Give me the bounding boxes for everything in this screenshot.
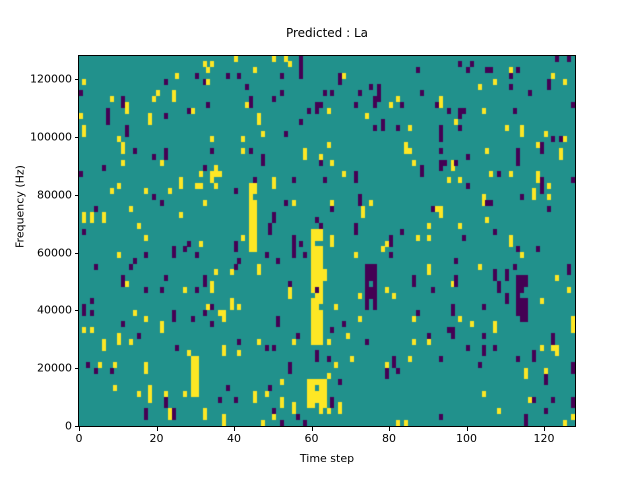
y-tick-label: 60000	[37, 246, 72, 260]
x-tick-label: 20	[149, 432, 164, 445]
y-tick-mark	[74, 136, 78, 138]
x-tick-mark	[466, 427, 468, 431]
x-tick-mark	[156, 427, 158, 431]
y-tick-mark	[74, 194, 78, 196]
y-tick-mark	[74, 426, 78, 427]
y-tick-label: 20000	[37, 361, 72, 375]
y-tick-label: 80000	[37, 188, 72, 202]
heatmap-image	[79, 56, 575, 426]
chart-title: Predicted : La	[285, 26, 369, 40]
y-tick-mark	[74, 368, 78, 370]
x-tick-mark	[389, 427, 390, 431]
x-tick-label: 40	[227, 432, 241, 445]
y-axis-label: Frequency (Hz)	[13, 165, 27, 248]
x-tick-mark	[311, 427, 313, 431]
y-tick-mark	[74, 79, 78, 81]
y-tick-label: 40000	[37, 303, 72, 317]
y-tick-mark	[74, 310, 78, 312]
x-tick-label: 100	[456, 432, 477, 445]
x-tick-label: 120	[533, 432, 555, 445]
y-tick-mark	[74, 252, 78, 254]
y-tick-label: 120000	[30, 72, 72, 86]
x-tick-mark	[79, 427, 80, 431]
y-tick-label: 0	[65, 419, 72, 433]
x-tick-mark	[544, 427, 545, 431]
x-tick-label: 0	[75, 432, 83, 445]
heatmap-axes	[78, 55, 576, 427]
y-tick-label: 100000	[30, 130, 72, 144]
x-axis-label: Time step	[299, 452, 355, 465]
x-tick-label: 60	[304, 432, 319, 445]
x-tick-label: 80	[382, 432, 396, 445]
x-tick-mark	[234, 427, 235, 431]
